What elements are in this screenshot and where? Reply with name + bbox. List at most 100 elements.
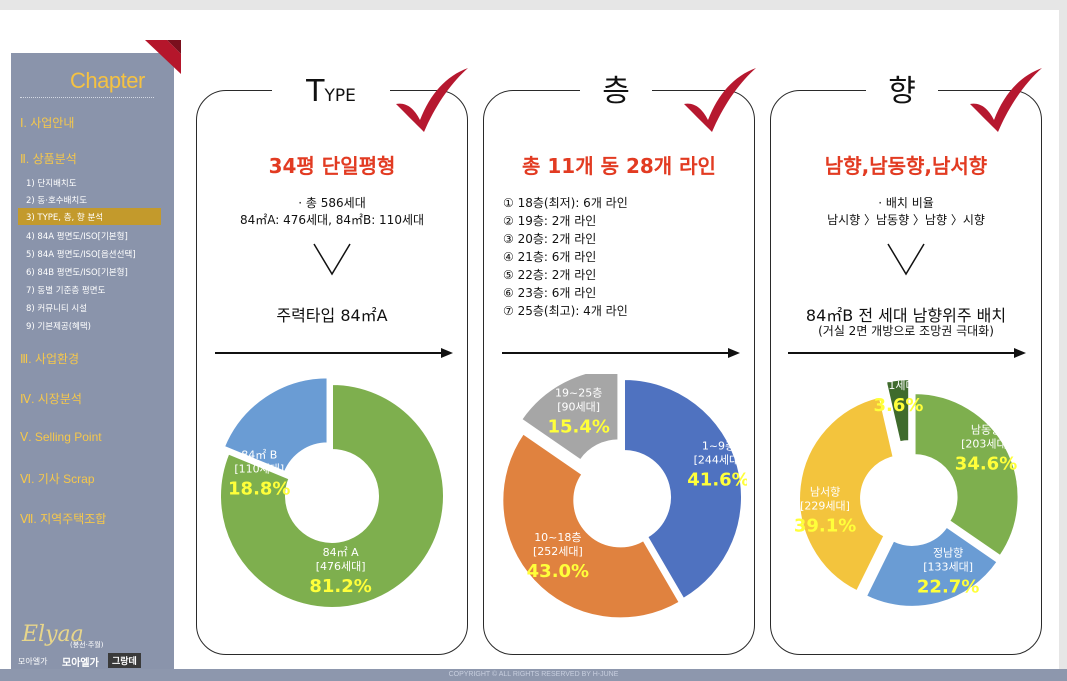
donut-slice [798,395,895,593]
slice-unit-label: [110세대] [234,463,284,476]
down-chevron-icon [887,243,925,276]
slice-unit-label: [203세대] [961,438,1011,451]
submenu-item-type-analysis[interactable]: 3) TYPE, 층, 향 분석 [26,213,104,223]
submenu-item-84a-basic[interactable]: 4) 84A 평면도/ISO[기본형] [26,232,128,242]
checkmark-icon [970,68,1042,132]
slice-unit-label: [229세대] [800,499,850,512]
floor-line: ③ 20층: 2개 라인 [503,232,597,246]
donut-slice [519,374,620,462]
slice-unit-label: [133세대] [923,561,973,574]
right-arrow-icon [502,348,740,358]
slice-category-label: 84㎡ A [323,546,359,559]
checkmark-icon [396,68,468,132]
type-total-text: · 총 586세대 [298,196,366,210]
menu-item-article-scrap[interactable]: Ⅵ. 기사 Scrap [20,472,95,486]
submenu-item-84a-option[interactable]: 5) 84A 평면도/ISO[옵션선택] [26,250,136,260]
chapter-title: Chapter [70,68,145,93]
type-headline: 34평 단일평형 [268,154,396,178]
type-summary: 주력타입 84㎡A [276,306,388,325]
slice-percent-label: 15.4% [547,417,609,438]
slice-unit-label: [244세대] [694,454,744,467]
submenu-item-benefits[interactable]: 9) 기본제공(혜택) [26,322,91,332]
brand-logo-script: Elyaa [22,622,84,647]
slice-category-label: 서향 [888,374,908,378]
menu-active-highlight [18,208,161,225]
brand-logo-area: (봉선·주월) [70,641,104,649]
chapter-divider [20,97,154,98]
direction-donut-chart: 남동향[203세대] 34.6% 정남향[133세대] 22.7% 남서향[229세대]… [794,374,1020,608]
right-arrow-icon [215,348,453,358]
slice-percent-label: 43.0% [527,561,589,582]
top-frame [0,0,1067,10]
type-title-small: YPE [324,86,356,106]
submenu-item-community[interactable]: 8) 커뮤니티 시설 [26,304,88,314]
slice-category-label: 남서향 [810,485,840,498]
donut-slice [864,525,1000,608]
slice-unit-label: [21세대] [877,379,920,392]
brand-logo-name: 모아엘가 [62,658,99,669]
donut-slice [913,392,1020,558]
sidebar [11,53,174,670]
brand-logo-badge: 그랑데 [108,653,141,668]
menu-item-business-environment[interactable]: Ⅲ. 사업환경 [20,352,80,366]
floor-line: ⑥ 23층: 6개 라인 [503,286,597,300]
checkmark-icon [684,68,756,132]
slice-percent-label: 41.6% [687,470,747,491]
donut-slice [222,378,329,474]
slice-category-label: 84㎡ B [241,449,277,462]
submenu-item-site-plan[interactable]: 1) 단지배치도 [26,179,77,189]
floor-panel-title: 층 [580,72,652,112]
direction-summary: 84㎡B 전 세대 남향위주 배치 [805,306,1007,325]
slice-category-label: 정남향 [933,547,963,560]
type-donut-chart: 84㎡ A[476세대] 81.2% 84㎡ B[110세대] 18.8% [219,378,445,609]
slice-percent-label: 39.1% [794,515,856,536]
submenu-item-84b-basic[interactable]: 6) 84B 평면도/ISO[기본형] [26,268,128,278]
direction-ratio-label: · 배치 비율 [878,196,934,210]
submenu-item-floor-plan[interactable]: 7) 동별 기준층 평면도 [26,286,106,296]
slice-unit-label: [90세대] [557,401,600,414]
floor-line: ⑦ 25층(최고): 4개 라인 [503,304,628,318]
corner-ribbon-icon [145,40,181,74]
menu-item-market-analysis[interactable]: Ⅳ. 시장분석 [20,392,82,406]
slice-percent-label: 18.8% [228,479,290,500]
floor-line: ⑤ 22층: 2개 라인 [503,268,597,282]
menu-item-housing-union[interactable]: Ⅶ. 지역주택조합 [20,512,107,526]
floor-headline: 총 11개 동 28개 라인 [522,154,716,178]
floor-line: ② 19층: 2개 라인 [503,214,597,228]
direction-headline: 남향,남동향,남서향 [824,154,988,178]
slice-percent-label: 22.7% [917,577,979,598]
down-chevron-icon [313,243,351,276]
slice-percent-label: 34.6% [955,454,1017,475]
right-frame [1059,0,1067,681]
type-panel-title: TYPE [272,72,390,112]
slice-category-label: 19~25층 [555,387,602,400]
floor-donut-chart: 1~9층[244세대] 41.6% 10~18층[252세대] 43.0% 19~25층… [501,374,747,620]
direction-summary-sub: (거실 2면 개방으로 조망권 극대화) [818,324,994,338]
direction-ratio-order: 남시향 〉남동향 〉남향 〉시향 [827,213,985,227]
type-title-big: T [306,74,325,109]
direction-panel-title: 향 [866,72,938,112]
slice-category-label: 10~18층 [534,531,581,544]
slice-unit-label: [476세대] [316,560,366,573]
menu-item-business-intro[interactable]: Ⅰ. 사업안내 [20,116,75,130]
right-arrow-icon [788,348,1026,358]
floor-line: ④ 21층: 6개 라인 [503,250,597,264]
donut-slice [623,377,743,601]
menu-item-product-analysis[interactable]: Ⅱ. 상품분석 [20,152,77,166]
donut-slice [219,382,445,609]
slice-category-label: 남동향 [971,424,1001,437]
slice-percent-label: 81.2% [309,576,371,597]
slice-unit-label: [252세대] [533,545,583,558]
submenu-item-unit-layout[interactable]: 2) 동·호수배치도 [26,196,88,206]
donut-slice [884,378,911,444]
brand-logo-left: 모아엘가 [18,657,48,666]
copyright-text: COPYRIGHT © ALL RIGHTS RESERVED BY H-JUN… [448,671,619,678]
slice-category-label: 1~9층 [702,440,735,453]
menu-item-selling-point[interactable]: Ⅴ. Selling Point [20,430,102,444]
type-breakdown-text: 84㎡A: 476세대, 84㎡B: 110세대 [239,213,425,227]
donut-slice [501,432,682,620]
bottom-frame [0,669,1067,681]
slice-percent-label: 3.6% [874,395,924,416]
floor-line: ① 18층(최저): 6개 라인 [503,196,628,210]
